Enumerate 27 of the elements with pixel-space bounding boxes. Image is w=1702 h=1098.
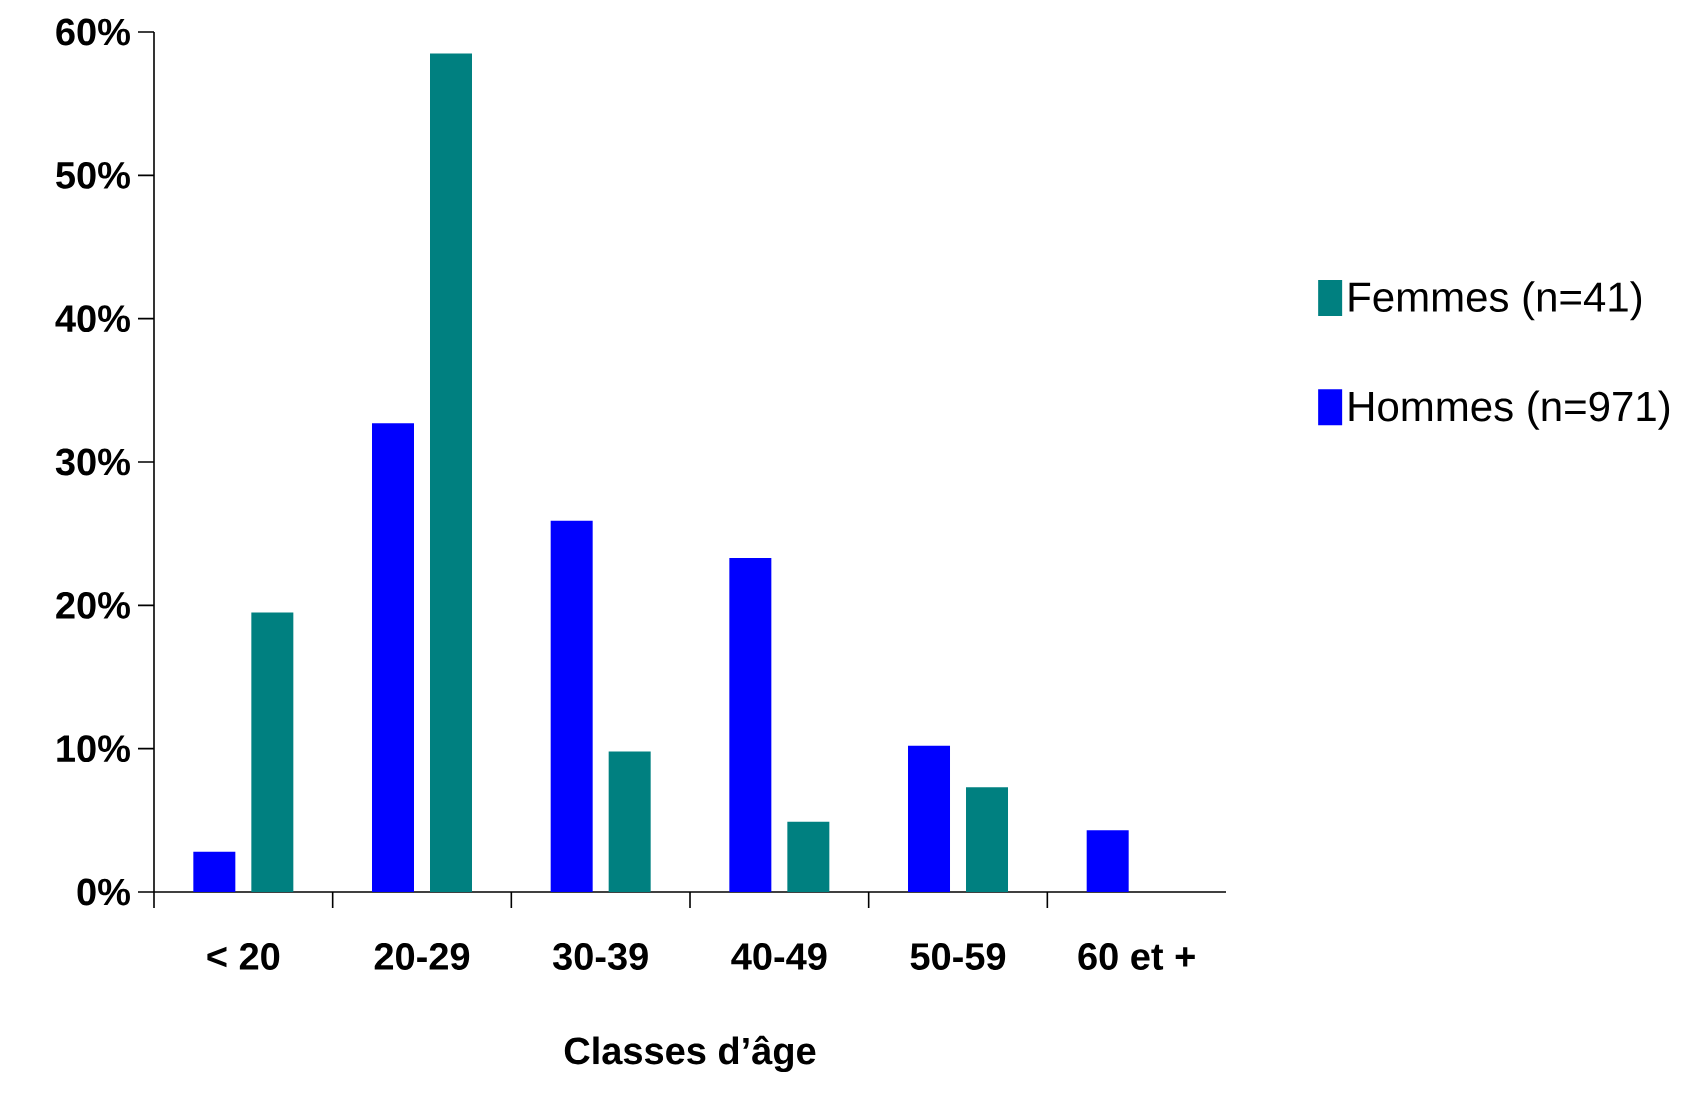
x-tick-label: 60 et +: [1078, 943, 1195, 970]
y-tick-label: 50%: [56, 161, 130, 189]
x-tick-label: < 20: [207, 943, 280, 970]
bar: [729, 558, 772, 892]
bar: [251, 612, 294, 892]
bar: [787, 821, 830, 892]
bar: [193, 851, 236, 892]
bar: [550, 520, 593, 892]
bar: [966, 787, 1009, 892]
y-tick-label: 20%: [56, 591, 130, 619]
x-tick-label: 20-29: [374, 943, 470, 970]
x-tick-label: 30-39: [552, 943, 648, 971]
bar: [1086, 830, 1129, 892]
y-tick-label: 0%: [77, 878, 130, 906]
y-tick-label: 40%: [55, 305, 130, 333]
y-tick-label: 60%: [56, 18, 130, 46]
legend-label: Hommes (n=971): [1349, 390, 1670, 430]
y-tick-label: 30%: [55, 448, 130, 476]
bar: [908, 745, 951, 892]
x-tick-label: 40-49: [731, 943, 827, 970]
x-tick-label: 50-59: [910, 943, 1006, 970]
y-tick-label: 10%: [57, 735, 130, 763]
bar: [430, 53, 472, 892]
bar: [372, 423, 414, 892]
bar: [608, 751, 651, 892]
legend-label: Femmes (n=41): [1349, 281, 1642, 321]
x-axis-title: Classes d’âge: [564, 1035, 816, 1073]
